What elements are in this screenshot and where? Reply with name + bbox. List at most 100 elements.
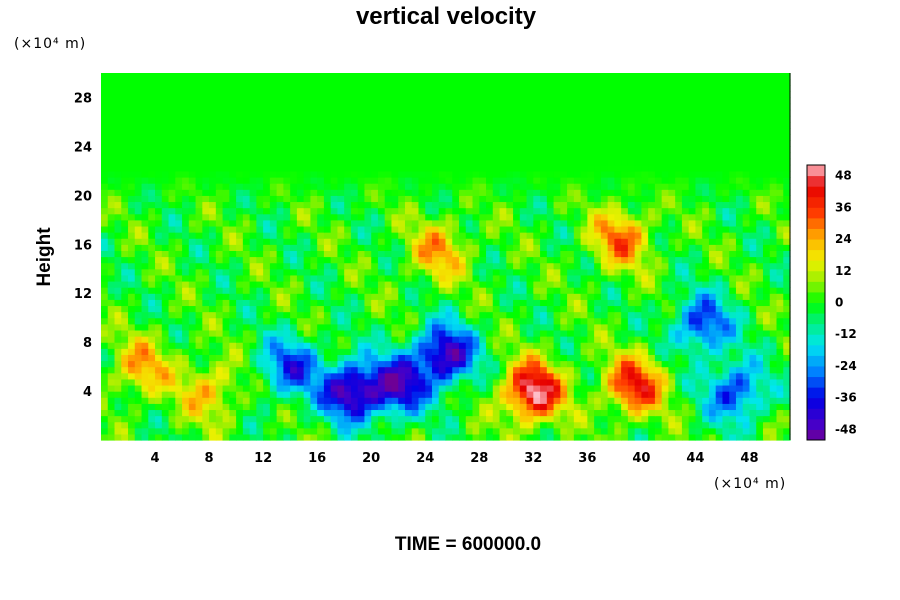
field-cell <box>553 201 561 209</box>
field-cell <box>627 293 636 300</box>
field-cell <box>418 287 426 294</box>
field-cell <box>567 280 575 288</box>
field-cell <box>384 207 393 215</box>
field-cell <box>364 317 372 325</box>
field-cell <box>141 152 149 160</box>
field-cell <box>310 329 318 337</box>
field-cell <box>121 348 129 355</box>
field-cell <box>168 250 176 258</box>
field-cell <box>128 372 136 380</box>
field-cell <box>404 311 413 319</box>
field-cell <box>107 280 116 288</box>
field-cell <box>513 158 521 166</box>
field-cell <box>634 195 642 203</box>
field-cell <box>236 164 244 172</box>
field-cell <box>587 195 595 203</box>
field-cell <box>627 391 636 398</box>
field-cell <box>269 317 278 325</box>
field-cell <box>519 403 528 411</box>
field-cell <box>668 244 676 251</box>
field-cell <box>735 232 744 239</box>
field-cell <box>465 317 474 325</box>
field-cell <box>762 170 771 178</box>
field-cell <box>634 366 642 374</box>
field-cell <box>195 354 203 362</box>
field-cell <box>344 311 352 319</box>
field-cell <box>452 213 460 221</box>
field-cell <box>580 146 588 154</box>
field-cell <box>418 238 426 245</box>
field-cell <box>425 336 433 343</box>
field-cell <box>384 391 393 398</box>
field-cell <box>675 189 683 196</box>
field-cell <box>580 152 588 160</box>
field-cell <box>377 201 386 209</box>
field-cell <box>175 140 183 147</box>
field-cell <box>222 164 230 172</box>
field-cell <box>580 244 588 251</box>
field-cell <box>344 342 352 349</box>
field-cell <box>344 360 352 368</box>
field-cell <box>526 164 534 172</box>
field-cell <box>229 329 237 337</box>
field-cell <box>729 329 737 337</box>
field-cell <box>411 311 420 319</box>
field-cell <box>175 146 183 154</box>
field-cell <box>776 336 784 343</box>
field-cell <box>337 262 345 270</box>
field-cell <box>634 311 642 319</box>
field-cell <box>323 207 332 215</box>
field-cell <box>431 152 440 160</box>
field-cell <box>202 256 210 264</box>
field-cell <box>479 366 487 374</box>
field-cell <box>573 311 582 319</box>
field-cell <box>600 354 609 362</box>
field-cell <box>364 421 372 429</box>
field-cell <box>202 378 210 386</box>
field-cell <box>573 207 582 215</box>
field-cell <box>209 391 217 398</box>
field-cell <box>661 176 670 184</box>
field-cell <box>621 189 629 196</box>
field-cell <box>155 427 163 435</box>
field-cell <box>445 238 453 245</box>
field-cell <box>121 415 129 423</box>
field-cell <box>249 397 257 404</box>
field-cell <box>729 336 737 343</box>
field-cell <box>357 391 366 398</box>
field-cell <box>317 415 325 423</box>
field-cell <box>445 421 453 429</box>
field-cell <box>573 280 582 288</box>
field-cell <box>269 219 278 227</box>
field-cell <box>182 409 190 417</box>
field-cell <box>742 287 751 294</box>
field-cell <box>364 213 372 221</box>
field-cell <box>148 170 156 178</box>
field-cell <box>155 317 163 325</box>
field-cell <box>742 140 751 147</box>
field-cell <box>134 397 143 404</box>
field-cell <box>540 213 548 221</box>
field-cell <box>654 329 663 337</box>
field-cell <box>425 360 433 368</box>
field-cell <box>675 354 683 362</box>
field-cell <box>398 299 406 307</box>
field-cell <box>344 244 352 251</box>
field-cell <box>337 176 345 184</box>
field-cell <box>263 244 271 251</box>
field-cell <box>479 183 487 190</box>
field-cell <box>661 158 670 166</box>
field-cell <box>222 348 230 355</box>
field-cell <box>188 311 197 319</box>
field-cell <box>209 384 217 392</box>
field-cell <box>472 268 480 276</box>
field-cell <box>317 397 325 404</box>
field-cell <box>357 360 366 368</box>
field-cell <box>384 225 393 233</box>
field-cell <box>641 268 649 276</box>
field-cell <box>188 152 197 160</box>
field-cell <box>377 329 386 337</box>
field-cell <box>506 280 514 288</box>
field-cell <box>580 232 588 239</box>
field-cell <box>600 409 609 417</box>
